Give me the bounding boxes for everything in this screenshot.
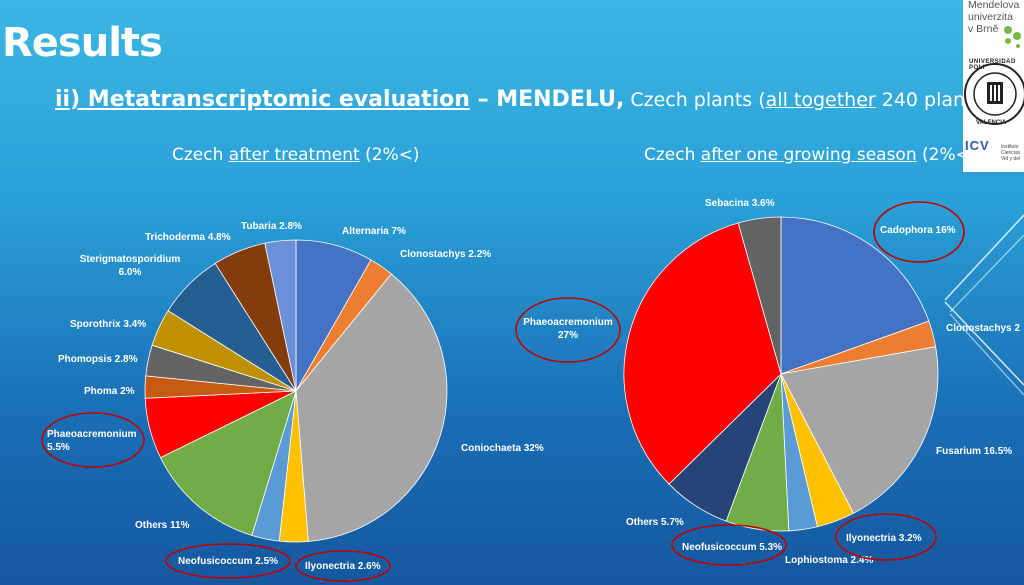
mendelu-dot-icon: [1005, 38, 1011, 44]
icv-logo-text: ICV: [965, 138, 990, 153]
mendelu-line1: Mendelova: [968, 0, 1020, 11]
highlight-circle-ilyonectria: [295, 550, 391, 582]
upv-seal-text: UNIVERSIDAD POLI: [969, 59, 1016, 71]
slice-label-neofusicoccum: Neofusicoccum 2.5%: [178, 556, 278, 567]
mendelu-logo-text: Mendelova univerzita v Brně: [968, 0, 1019, 35]
slice-label-fusarium: Fusarium 16.5%: [936, 446, 1012, 457]
mendelu-line3: v Brně: [968, 23, 999, 35]
slice-label-alternaria: Alternaria 7%: [342, 226, 406, 237]
subtitle-end: 240 plants): [875, 89, 990, 111]
chart2-title-suffix: (2%<): [916, 145, 977, 165]
slice-label-phaeoacremonium: Phaeoacremonium 27%: [523, 317, 613, 341]
slice-label-ilyonectria: Ilyonectria 2.6%: [305, 561, 381, 572]
pie-slice-sebacina: [737, 216, 782, 375]
pie-chart-growing-season: Cadophora 16% Clonostachys 2 Fusarium 16.5…: [515, 198, 1020, 566]
highlight-circle-ilyonectria: [835, 513, 937, 561]
slice-label-cadophora: Cadophora 16%: [880, 225, 956, 236]
pie-slice-cadophora: [780, 216, 930, 375]
highlight-circle-phaeoacremonium: [515, 297, 621, 363]
pie-slice-coniochaeta: [295, 273, 448, 542]
chart1-title-suffix: (2%<): [359, 145, 420, 165]
chart2-title: Czech after one growing season (2%<): [644, 145, 977, 165]
chart1-title-underlined: after treatment: [228, 145, 360, 165]
slice-label-clonostachys: Clonostachys 2.2%: [400, 249, 491, 260]
subtitle-underlined: all together: [765, 89, 876, 111]
chart1-title-prefix: Czech: [172, 145, 229, 165]
slice-label-trichoderma: Trichoderma 4.8%: [145, 232, 231, 243]
pie-slice-others: [159, 390, 297, 536]
highlight-circle-neofusicoccum: [165, 543, 291, 579]
slice-label-others: Others 11%: [135, 520, 190, 531]
slide-subtitle: ii) Metatranscriptomic evaluation – MEND…: [55, 87, 990, 112]
subtitle-light: Czech plants (: [624, 89, 766, 111]
highlight-circle-cadophora: [873, 201, 965, 263]
mendelu-dot-icon: [1013, 32, 1021, 40]
mendelu-dot-icon: [1016, 44, 1020, 48]
mendelu-dot-icon: [1004, 26, 1012, 34]
slice-label-sporothrix: Sporothrix 3.4%: [70, 319, 146, 330]
highlight-circle-phaeoacremonium: [41, 412, 145, 468]
slice-label-phoma: Phoma 2%: [84, 386, 135, 397]
upv-valencia-text: VALENCIA: [976, 120, 1007, 126]
slice-label-sebacina: Sebacina 3.6%: [705, 198, 775, 209]
university-logo-panel: Mendelova univerzita v Brně UNIVERSIDAD …: [963, 0, 1024, 172]
subtitle-prefix: ii) Metatranscriptomic evaluation: [55, 87, 470, 112]
slice-label-neofusicoccum: Neofusicoccum 5.3%: [682, 542, 782, 553]
pie-chart-after-treatment: Alternaria 7% Clonostachys 2.2% Coniochaet…: [41, 221, 544, 582]
highlight-circle-neofusicoccum: [671, 524, 787, 566]
chart2-title-prefix: Czech: [644, 145, 701, 165]
slice-label-phaeoacremonium: Phaeoacremonium 5.5%: [47, 429, 137, 453]
slide-title: Results: [2, 20, 163, 66]
slice-label-coniochaeta: Coniochaeta 32%: [461, 443, 544, 454]
logo-graphics: [964, 26, 1024, 125]
pie-slice-phaeoacremonium: [623, 222, 782, 485]
subtitle-dash: – MENDELU,: [469, 87, 625, 112]
chart2-title-underlined: after one growing season: [700, 145, 917, 165]
icv-small-text: Instituto Ciencias Vid y del: [1001, 144, 1021, 162]
slice-label-sterigmatosporidium: Sterigmatosporidium 6.0%: [80, 254, 181, 278]
pie-slice-fusarium: [780, 346, 939, 514]
decorative-lines: [944, 214, 1024, 396]
pie-slice-tubaria: [264, 239, 297, 392]
mendelu-line2: univerzita: [968, 11, 1013, 23]
slice-label-others: Others 5.7%: [626, 517, 684, 528]
slice-label-lophiostoma: Lophiostoma 2.4%: [785, 555, 873, 566]
chart1-title: Czech after treatment (2%<): [172, 145, 420, 165]
slice-label-ilyonectria: Ilyonectria 3.2%: [846, 533, 922, 544]
slice-label-clonostachys: Clonostachys 2: [946, 323, 1020, 334]
slice-label-tubaria: Tubaria 2.8%: [241, 221, 302, 232]
slice-label-phomopsis: Phomopsis 2.8%: [58, 354, 138, 365]
